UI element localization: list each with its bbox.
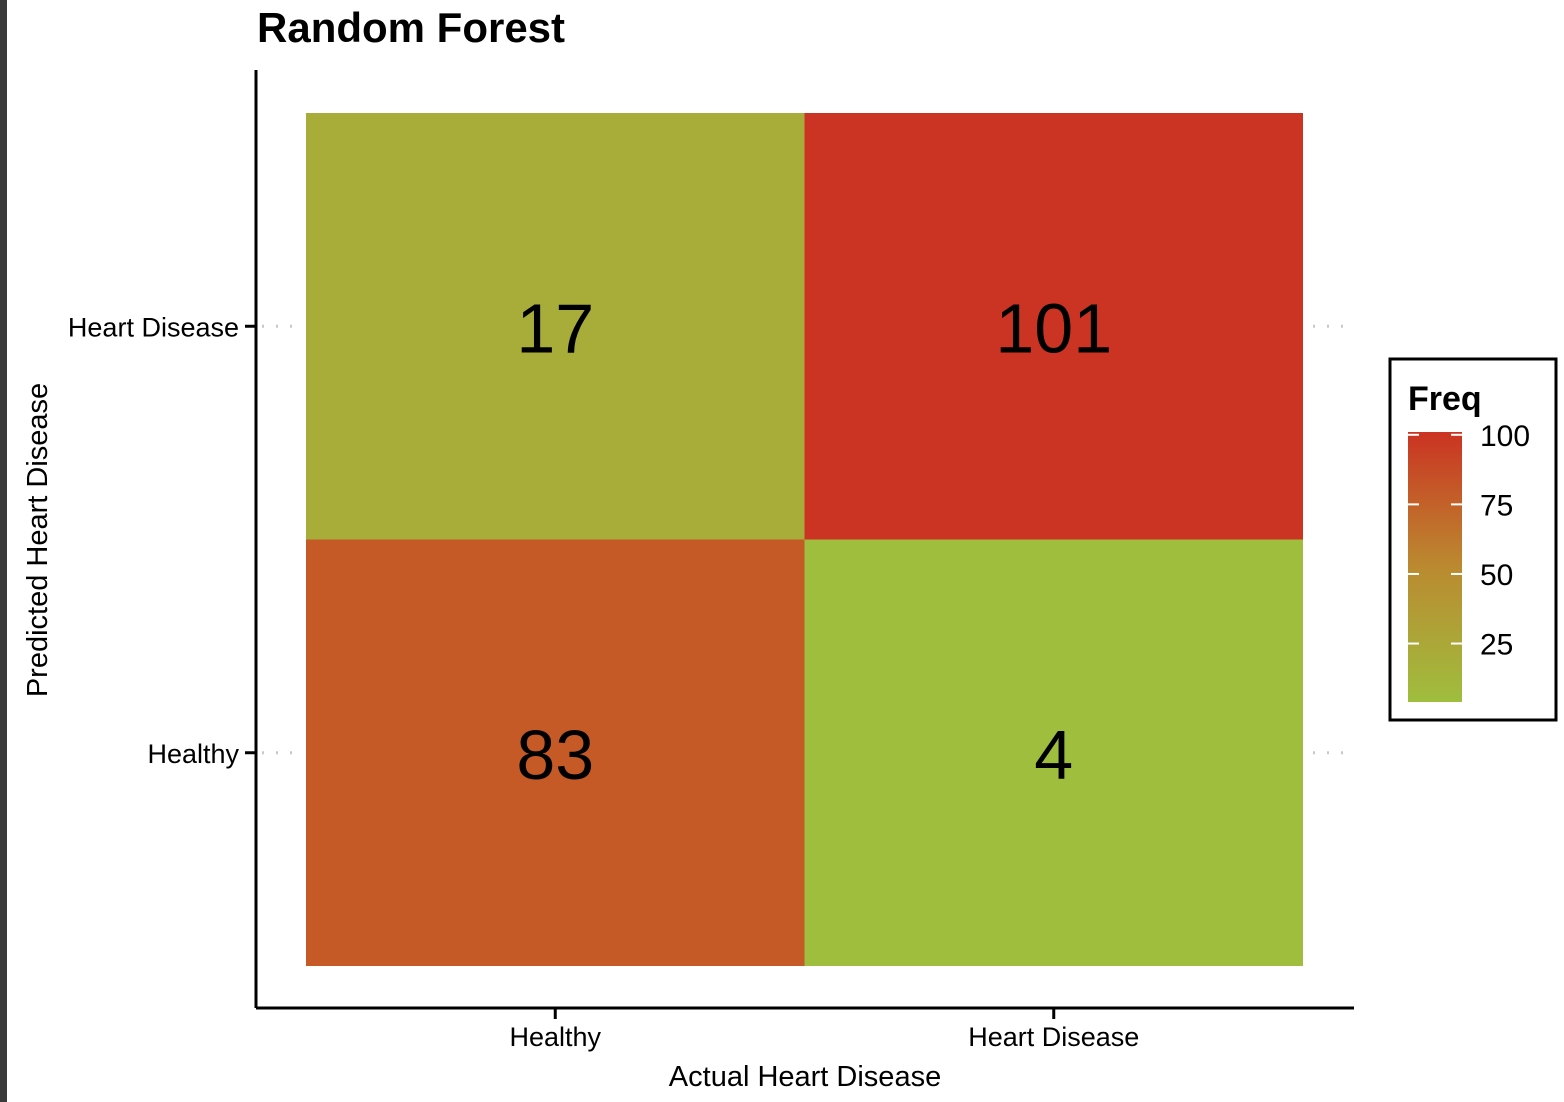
y-axis-title: Predicted Heart Disease [22, 383, 54, 697]
heatmap-cell-heart-disease-healthy [306, 113, 805, 540]
legend: Freq 100 75 50 25 [1388, 357, 1558, 722]
cell-value-label: 17 [516, 289, 594, 367]
chart-title: Random Forest [257, 4, 565, 51]
heatmap-cell-healthy-healthy [306, 539, 805, 966]
cell-value-label: 101 [995, 289, 1112, 367]
legend-tick-label: 100 [1480, 420, 1530, 453]
x-axis-title: Actual Heart Disease [669, 1061, 941, 1093]
x-tick-label-heart-disease: Heart Disease [968, 1022, 1139, 1052]
cell-value-label: 83 [516, 716, 594, 794]
legend-tick-label: 50 [1480, 559, 1513, 592]
legend-tick-label: 25 [1480, 629, 1513, 662]
window-edge [0, 0, 7, 1102]
heatmap-cell-heart-disease-heart-disease [804, 113, 1303, 540]
heatmap-cell-healthy-heart-disease [804, 539, 1303, 966]
y-tick-label-heart-disease: Heart Disease [68, 312, 239, 342]
legend-ticks: 100 75 50 25 [1408, 420, 1530, 662]
legend-tick-label: 75 [1480, 489, 1513, 522]
heatmap-cells: 17 101 83 4 [306, 113, 1303, 966]
axis-ticks: Healthy Heart Disease Healthy Heart Disease [68, 312, 1139, 1052]
x-tick-label-healthy: Healthy [509, 1022, 601, 1052]
y-tick-label-healthy: Healthy [147, 739, 239, 769]
cell-value-label: 4 [1034, 716, 1073, 794]
legend-colorbar [1408, 432, 1462, 702]
legend-title: Freq [1408, 380, 1482, 418]
